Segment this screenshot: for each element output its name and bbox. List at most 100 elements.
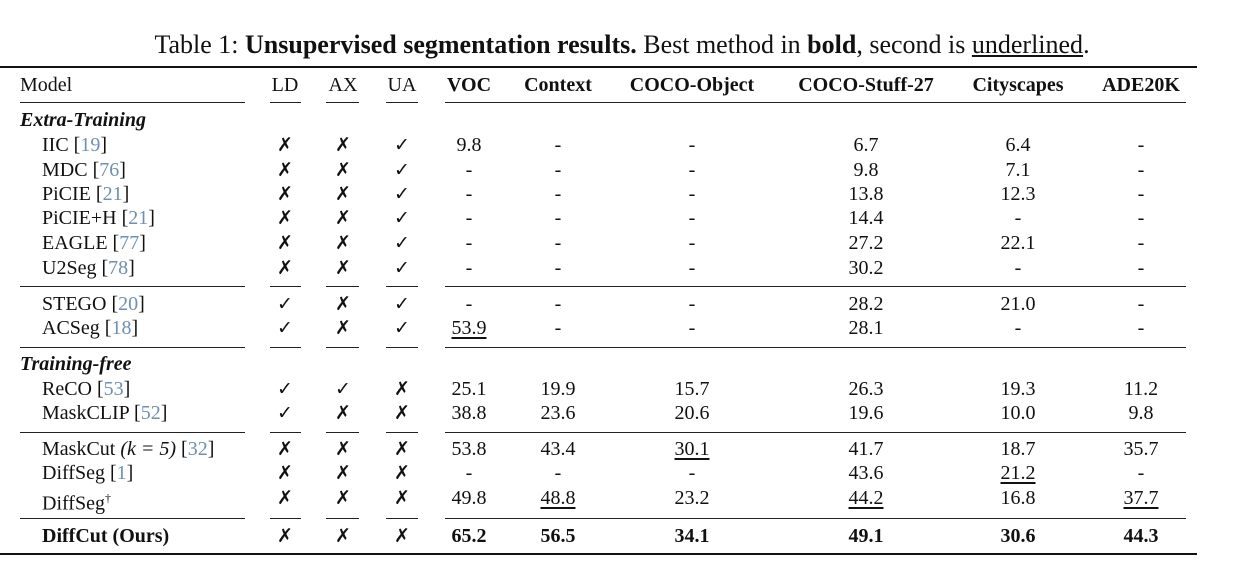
table-cell: 49.1 xyxy=(848,525,884,547)
model-label: MDC xyxy=(42,159,88,181)
table-cell: 12.3 xyxy=(1000,183,1036,205)
table-cell: - xyxy=(554,207,562,229)
model-name: DiffSeg† xyxy=(42,486,111,516)
model-name: ReCO [53] xyxy=(42,378,131,400)
cross-icon: ✗ xyxy=(394,525,410,547)
model-name: PiCIE [21] xyxy=(42,183,130,205)
cross-icon: ✗ xyxy=(277,438,293,460)
table-cell: - xyxy=(688,317,696,339)
citation-link[interactable]: 53 xyxy=(103,378,124,400)
cross-icon: ✗ xyxy=(277,159,293,181)
table-cell: 22.1 xyxy=(1000,232,1036,254)
table-cell: 18.7 xyxy=(1000,438,1036,460)
column-rule xyxy=(386,286,418,287)
table-rule xyxy=(0,553,1197,555)
column-rule xyxy=(386,518,418,519)
check-icon: ✓ xyxy=(277,293,293,315)
column-header: VOC xyxy=(446,74,492,96)
column-rule xyxy=(20,432,245,433)
citation-link[interactable]: 78 xyxy=(108,257,129,279)
model-label: ACSeg xyxy=(42,317,100,339)
column-header: Cityscapes xyxy=(972,74,1064,96)
caption-title: Unsupervised segmentation results. xyxy=(245,30,637,59)
table-cell: - xyxy=(554,317,562,339)
column-rule xyxy=(270,432,301,433)
table-cell: 11.2 xyxy=(1123,378,1159,400)
table-cell: 43.6 xyxy=(848,462,884,484)
table-cell: - xyxy=(1137,232,1145,254)
citation-link[interactable]: 1 xyxy=(116,462,127,484)
citation-link[interactable]: 20 xyxy=(118,293,139,315)
citation-link[interactable]: 32 xyxy=(187,438,208,460)
citation-link[interactable]: 76 xyxy=(99,159,120,181)
table-cell: - xyxy=(1137,134,1145,156)
column-rule xyxy=(270,102,301,103)
table-cell: - xyxy=(688,293,696,315)
table-cell: 20.6 xyxy=(674,402,710,424)
cross-icon: ✗ xyxy=(335,402,351,424)
caption-label: Table 1: xyxy=(154,30,246,59)
column-rule xyxy=(445,102,1186,103)
caption-text: Best method in xyxy=(636,30,808,59)
model-label: U2Seg xyxy=(42,257,97,279)
cross-icon: ✗ xyxy=(277,183,293,205)
table-cell: 27.2 xyxy=(848,232,884,254)
table-cell: - xyxy=(465,207,473,229)
model-name: DiffSeg [1] xyxy=(42,462,134,484)
table-cell: 21.0 xyxy=(1000,293,1036,315)
table-cell: 35.7 xyxy=(1123,438,1159,460)
model-name: MaskCLIP [52] xyxy=(42,402,168,424)
table-cell: 19.6 xyxy=(848,402,884,424)
table-cell: - xyxy=(688,232,696,254)
citation-link[interactable]: 52 xyxy=(140,402,161,424)
table-cell: 7.1 xyxy=(1005,159,1031,181)
column-rule xyxy=(386,432,418,433)
table-cell: - xyxy=(465,293,473,315)
table-cell: 10.0 xyxy=(1000,402,1036,424)
table-cell: - xyxy=(554,232,562,254)
table-cell: - xyxy=(554,159,562,181)
citation-link[interactable]: 21 xyxy=(102,183,123,205)
table-cell: 37.7 xyxy=(1123,487,1159,509)
table-cell: 30.1 xyxy=(674,438,710,460)
table-caption: Table 1: Unsupervised segmentation resul… xyxy=(0,30,1244,60)
table-cell: 6.4 xyxy=(1005,134,1031,156)
table-cell: 25.1 xyxy=(451,378,487,400)
check-icon: ✓ xyxy=(394,317,410,339)
check-icon: ✓ xyxy=(394,134,410,156)
table-cell: 19.3 xyxy=(1000,378,1036,400)
table-cell: 21.2 xyxy=(1000,462,1036,484)
cross-icon: ✗ xyxy=(277,257,293,279)
table-cell: 44.3 xyxy=(1123,525,1159,547)
table-cell: 41.7 xyxy=(848,438,884,460)
column-header: AX xyxy=(328,74,358,96)
citation-link[interactable]: 18 xyxy=(111,317,132,339)
table-cell: - xyxy=(554,257,562,279)
column-rule xyxy=(445,518,1186,519)
check-icon: ✓ xyxy=(394,293,410,315)
table-cell: 19.9 xyxy=(540,378,576,400)
cross-icon: ✗ xyxy=(335,134,351,156)
column-header: Model xyxy=(20,74,73,96)
column-rule xyxy=(326,102,359,103)
table-cell: - xyxy=(465,183,473,205)
table-cell: 16.8 xyxy=(1000,487,1036,509)
citation-link[interactable]: 21 xyxy=(128,207,149,229)
citation-link[interactable]: 19 xyxy=(80,134,101,156)
check-icon: ✓ xyxy=(277,317,293,339)
cross-icon: ✗ xyxy=(394,487,410,509)
model-name: IIC [19] xyxy=(42,134,108,156)
cross-icon: ✗ xyxy=(335,232,351,254)
table-cell: - xyxy=(1137,462,1145,484)
column-rule xyxy=(20,518,245,519)
column-rule xyxy=(326,432,359,433)
column-header: ADE20K xyxy=(1102,74,1180,96)
cross-icon: ✗ xyxy=(277,134,293,156)
table-cell: - xyxy=(1137,317,1145,339)
column-rule xyxy=(270,347,301,348)
model-label: STEGO xyxy=(42,293,107,315)
citation-link[interactable]: 77 xyxy=(119,232,140,254)
table-cell: - xyxy=(465,257,473,279)
table-cell: 30.2 xyxy=(848,257,884,279)
model-label: MaskCut xyxy=(42,438,116,460)
